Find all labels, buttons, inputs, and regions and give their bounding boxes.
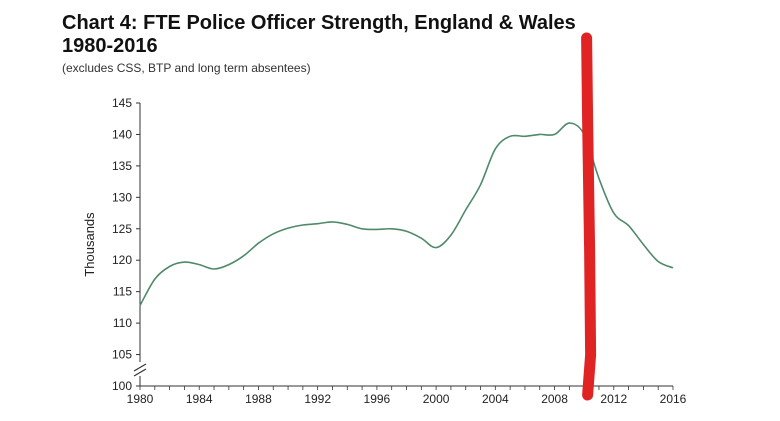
x-tick-label: 2016 (660, 392, 687, 406)
x-axis: 1980 1984 1988 1992 1996 2000 2004 2008 2012 2016 (127, 385, 687, 406)
x-tick-label: 1984 (186, 392, 213, 406)
x-tick-label: 1996 (364, 392, 391, 406)
x-tick-label: 1992 (304, 392, 331, 406)
y-tick-label: 105 (112, 348, 132, 362)
y-tick-label: 100 (112, 379, 132, 393)
x-tick-label: 2004 (482, 392, 509, 406)
chart-title-line-1: Chart 4: FTE Police Officer Strength, En… (62, 12, 576, 34)
chart-subtitle: (excludes CSS, BTP and long term absente… (62, 61, 311, 75)
title-block: Chart 4: FTE Police Officer Strength, En… (62, 12, 576, 75)
x-tick-label: 1980 (127, 392, 154, 406)
x-tick-label: 2008 (541, 392, 568, 406)
red-vertical-marker (581, 32, 597, 401)
y-tick-label: 125 (112, 222, 132, 236)
y-axis-break-mark (133, 363, 147, 372)
y-axis-label: Thousands (82, 212, 97, 277)
x-tick-label: 1988 (245, 392, 272, 406)
y-tick-label: 130 (112, 190, 132, 204)
y-axis-break-mark (133, 368, 147, 377)
y-tick-label: 120 (112, 253, 132, 267)
y-axis: 100 105 110 115 120 125 130 135 140 145 (112, 96, 147, 393)
y-tick-label: 110 (113, 316, 132, 330)
x-tick-label: 2000 (423, 392, 450, 406)
annotation-group (581, 32, 597, 401)
chart-title-line-2: 1980-2016 (62, 35, 158, 57)
y-tick-label: 145 (112, 96, 132, 110)
y-tick-label: 135 (112, 159, 132, 173)
y-tick-label: 115 (113, 285, 132, 299)
y-tick-label: 140 (112, 127, 132, 141)
x-tick-label: 2012 (600, 392, 627, 406)
